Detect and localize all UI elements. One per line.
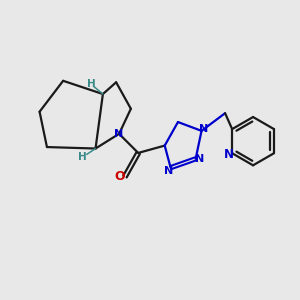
Text: N: N bbox=[199, 124, 208, 134]
Text: O: O bbox=[114, 170, 125, 183]
Text: N: N bbox=[194, 154, 204, 164]
Text: N: N bbox=[224, 148, 234, 161]
Text: H: H bbox=[87, 79, 95, 89]
Text: H: H bbox=[78, 152, 87, 162]
Text: N: N bbox=[164, 166, 173, 176]
Text: N: N bbox=[115, 129, 124, 139]
